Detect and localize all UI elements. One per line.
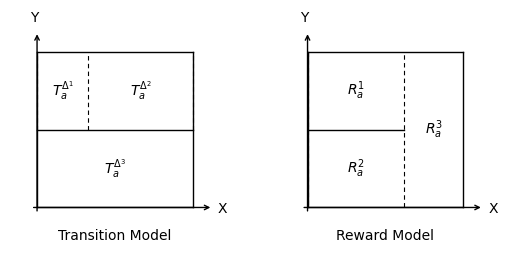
Text: $R_a^1$: $R_a^1$ [347,79,365,102]
Text: $T_a^{\Delta^3}$: $T_a^{\Delta^3}$ [104,157,126,180]
Text: Reward Model: Reward Model [336,229,434,243]
Text: Y: Y [300,11,309,25]
Text: Transition Model: Transition Model [58,229,172,243]
Text: $R_a^3$: $R_a^3$ [425,118,443,141]
Text: $T_a^{\Delta^2}$: $T_a^{\Delta^2}$ [130,79,152,102]
Text: Y: Y [30,11,38,25]
Text: X: X [488,202,498,216]
Text: X: X [218,202,228,216]
Text: $R_a^2$: $R_a^2$ [347,157,365,180]
Text: $T_a^{\Delta^1}$: $T_a^{\Delta^1}$ [52,79,74,102]
